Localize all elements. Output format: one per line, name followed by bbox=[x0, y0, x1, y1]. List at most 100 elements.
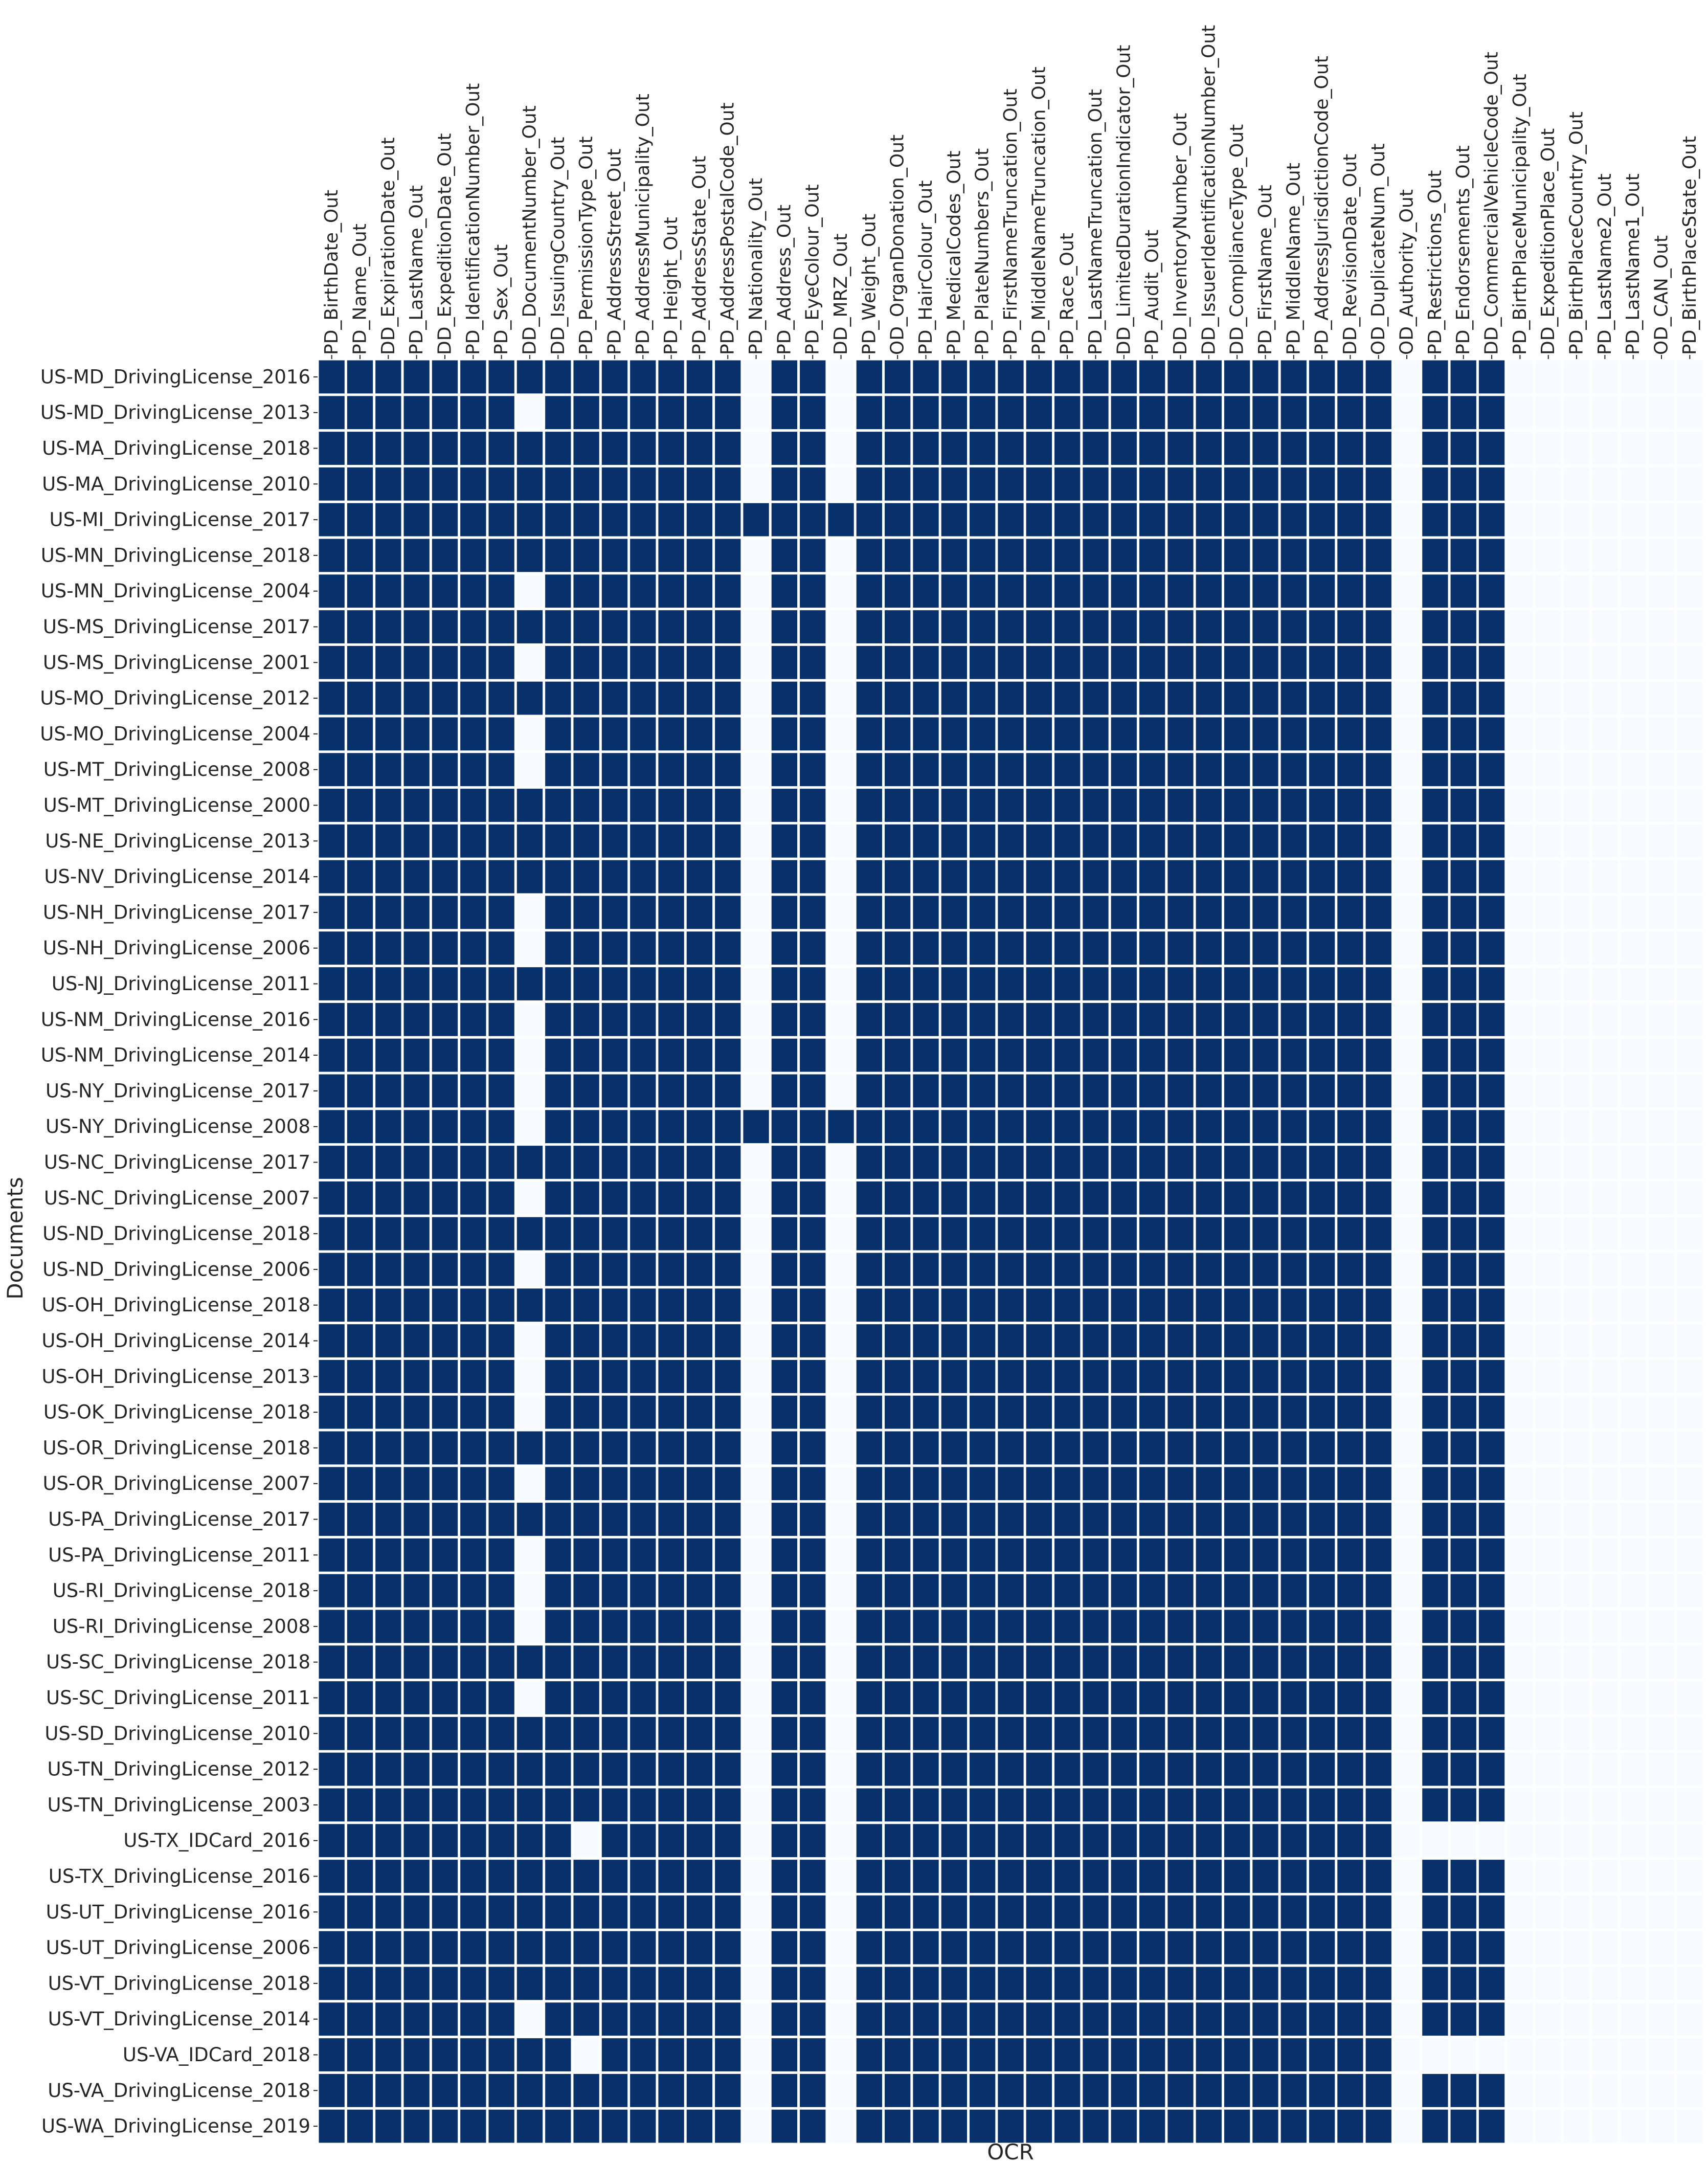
heatmap-cell bbox=[658, 1788, 684, 1822]
heatmap-cell bbox=[1535, 1359, 1561, 1393]
heatmap-cell bbox=[1422, 396, 1448, 430]
heatmap-cell bbox=[885, 2002, 911, 2036]
heatmap-cell bbox=[545, 1752, 571, 1786]
heatmap-cell bbox=[1167, 539, 1194, 572]
heatmap-cell bbox=[1648, 967, 1675, 1000]
heatmap-cell bbox=[1026, 503, 1052, 537]
heatmap-cell bbox=[885, 1895, 911, 1929]
heatmap-cell bbox=[1196, 1824, 1222, 1858]
heatmap-cell bbox=[1450, 1824, 1476, 1858]
heatmap-cell bbox=[970, 1395, 996, 1429]
heatmap-cell bbox=[941, 1253, 968, 1286]
heatmap-cell bbox=[828, 1110, 854, 1144]
heatmap-cell bbox=[1224, 1324, 1250, 1357]
y-tick-label: US-UT_DrivingLicense_2016 bbox=[46, 1901, 310, 1923]
heatmap-cell bbox=[1280, 1431, 1307, 1465]
heatmap-cell bbox=[573, 1074, 599, 1108]
heatmap-cell bbox=[403, 1681, 430, 1714]
heatmap-cell bbox=[771, 503, 798, 537]
heatmap-cell bbox=[545, 1288, 571, 1322]
heatmap-cell bbox=[941, 645, 968, 679]
heatmap-cell bbox=[403, 1038, 430, 1072]
heatmap-cell bbox=[630, 896, 656, 929]
heatmap-cell bbox=[1252, 931, 1278, 965]
x-tick-label: DD_LimitedDurationIndicator_Out bbox=[1113, 45, 1134, 355]
heatmap-cell bbox=[1309, 1860, 1335, 1893]
heatmap-cell bbox=[516, 645, 543, 679]
heatmap-cell bbox=[998, 896, 1024, 929]
heatmap-cell bbox=[630, 1074, 656, 1108]
heatmap-cell bbox=[1337, 1359, 1363, 1393]
heatmap-cell bbox=[1083, 1324, 1109, 1357]
heatmap-cell bbox=[319, 1288, 345, 1322]
heatmap-cell bbox=[1450, 2038, 1476, 2071]
heatmap-cell bbox=[1309, 1895, 1335, 1929]
heatmap-cell bbox=[1394, 610, 1420, 643]
heatmap-cell bbox=[1648, 1538, 1675, 1572]
heatmap-cell bbox=[1394, 1860, 1420, 1893]
heatmap-cell bbox=[1026, 2109, 1052, 2143]
heatmap-cell bbox=[1648, 432, 1675, 465]
heatmap-cell bbox=[658, 1253, 684, 1286]
heatmap-cell bbox=[1677, 681, 1703, 715]
heatmap-cell bbox=[432, 681, 458, 715]
heatmap-cell bbox=[686, 467, 713, 501]
heatmap-cell bbox=[1252, 753, 1278, 787]
heatmap-cell bbox=[1365, 610, 1391, 643]
heatmap-cell bbox=[1478, 432, 1505, 465]
heatmap-cell bbox=[1394, 1574, 1420, 1608]
heatmap-cell bbox=[970, 645, 996, 679]
heatmap-cell bbox=[375, 1359, 401, 1393]
heatmap-cell bbox=[1563, 1752, 1590, 1786]
heatmap-cell bbox=[347, 1895, 373, 1929]
heatmap-cell bbox=[800, 1967, 826, 2000]
heatmap-cell bbox=[800, 860, 826, 894]
heatmap-cell bbox=[1111, 824, 1137, 858]
heatmap-cell bbox=[1252, 1253, 1278, 1286]
heatmap-cell bbox=[1280, 467, 1307, 501]
heatmap-cell bbox=[1083, 1931, 1109, 1965]
heatmap-cell bbox=[970, 753, 996, 787]
heatmap-cell bbox=[1507, 610, 1533, 643]
heatmap-cell bbox=[432, 1324, 458, 1357]
heatmap-cell bbox=[516, 2038, 543, 2071]
heatmap-cell bbox=[516, 1253, 543, 1286]
heatmap-cell bbox=[319, 1395, 345, 1429]
heatmap-cell bbox=[1224, 681, 1250, 715]
heatmap-cell bbox=[1478, 1002, 1505, 1036]
heatmap-cell bbox=[1422, 717, 1448, 751]
heatmap-cell bbox=[1648, 896, 1675, 929]
heatmap-cell bbox=[686, 1324, 713, 1357]
heatmap-cell bbox=[743, 1788, 769, 1822]
heatmap-cell bbox=[1535, 1395, 1561, 1429]
heatmap-cell bbox=[630, 1431, 656, 1465]
heatmap-cell bbox=[1167, 753, 1194, 787]
heatmap-cell bbox=[573, 2038, 599, 2071]
heatmap-cell bbox=[1394, 1681, 1420, 1714]
y-tick-label: US-TX_IDCard_2016 bbox=[123, 1830, 310, 1851]
heatmap-cell bbox=[347, 1788, 373, 1822]
heatmap-cell bbox=[601, 1503, 628, 1536]
heatmap-cell bbox=[460, 2038, 486, 2071]
heatmap-cell bbox=[1422, 1788, 1448, 1822]
heatmap-cell bbox=[1450, 2073, 1476, 2107]
heatmap-cell bbox=[460, 1645, 486, 1679]
heatmap-cell bbox=[545, 1038, 571, 1072]
heatmap-cell bbox=[1196, 1217, 1222, 1251]
heatmap-cell bbox=[1394, 860, 1420, 894]
y-tick-label: US-RI_DrivingLicense_2008 bbox=[53, 1615, 310, 1637]
heatmap-cell bbox=[1535, 1752, 1561, 1786]
heatmap-cell bbox=[941, 1146, 968, 1179]
heatmap-cell bbox=[856, 396, 883, 430]
heatmap-cell bbox=[1224, 432, 1250, 465]
heatmap-cell bbox=[1111, 1181, 1137, 1215]
heatmap-cell bbox=[432, 2002, 458, 2036]
heatmap-cell bbox=[1054, 432, 1081, 465]
heatmap-cell bbox=[516, 360, 543, 394]
heatmap-cell bbox=[1280, 1253, 1307, 1286]
heatmap-cell bbox=[715, 1645, 741, 1679]
heatmap-cell bbox=[1224, 574, 1250, 608]
heatmap-cell bbox=[601, 1895, 628, 1929]
heatmap-cell bbox=[347, 1146, 373, 1179]
heatmap-cell bbox=[998, 360, 1024, 394]
